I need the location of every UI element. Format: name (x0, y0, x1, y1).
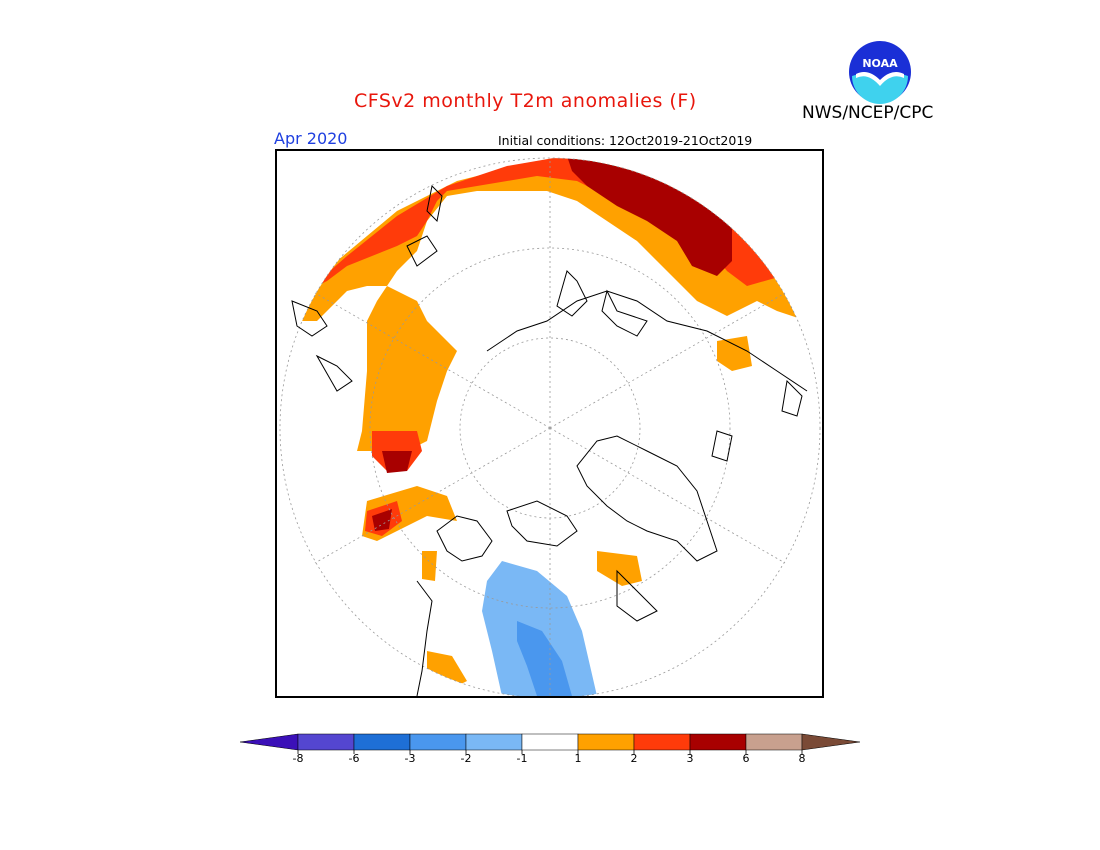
colorbar-bin (465, 733, 523, 751)
logo-text: NOAA (862, 57, 898, 70)
anomaly-warm-pacific-orange (422, 551, 437, 581)
colorbar-label: -6 (348, 752, 360, 765)
colorbar-bin (240, 733, 299, 751)
colorbar-label: 2 (630, 752, 638, 765)
colorbar-bin (689, 733, 747, 751)
colorbar-bin (745, 733, 803, 751)
agency-label: NWS/NCEP/CPC (802, 103, 934, 123)
colorbar-bin (353, 733, 411, 751)
anomaly-cold-blue (517, 621, 572, 696)
colorbar-legend (240, 733, 861, 754)
colorbar-label: 1 (574, 752, 582, 765)
colorbar-label: 8 (798, 752, 806, 765)
anomaly-warm-top-orange (297, 158, 820, 451)
anomaly-warm-alaska-darkred (372, 509, 392, 531)
colorbar-bin (521, 733, 579, 751)
colorbar-bin (633, 733, 691, 751)
colorbar-label: -3 (404, 752, 416, 765)
colorbar-bin (801, 733, 861, 751)
map-title: CFSv2 monthly T2m anomalies (F) (354, 90, 697, 112)
colorbar-label: 3 (686, 752, 694, 765)
coastlines (291, 184, 808, 696)
globe-edge (279, 157, 821, 696)
anomaly-warm-top-darkred (567, 158, 732, 276)
noaa-logo-icon: NOAA (849, 41, 911, 104)
initial-conditions: Initial conditions: 12Oct2019-21Oct2019 (498, 133, 753, 148)
colorbar-label: -2 (460, 752, 472, 765)
anomaly-cold-light-blue (482, 561, 597, 696)
colorbar-label: -8 (292, 752, 304, 765)
colorbar-bin (409, 733, 467, 751)
polar-map (275, 149, 824, 698)
anomaly-warm-asia-orange (717, 336, 752, 371)
valid-month: Apr 2020 (274, 129, 348, 148)
colorbar-bin (577, 733, 635, 751)
latitude-circle (369, 247, 731, 609)
colorbar-label: -1 (516, 752, 528, 765)
anomaly-warm-greenland-darkred (382, 451, 412, 473)
colorbar-bin (297, 733, 355, 751)
anomaly-warm-asia-orange-2 (597, 551, 642, 586)
colorbar-label: 6 (742, 752, 750, 765)
